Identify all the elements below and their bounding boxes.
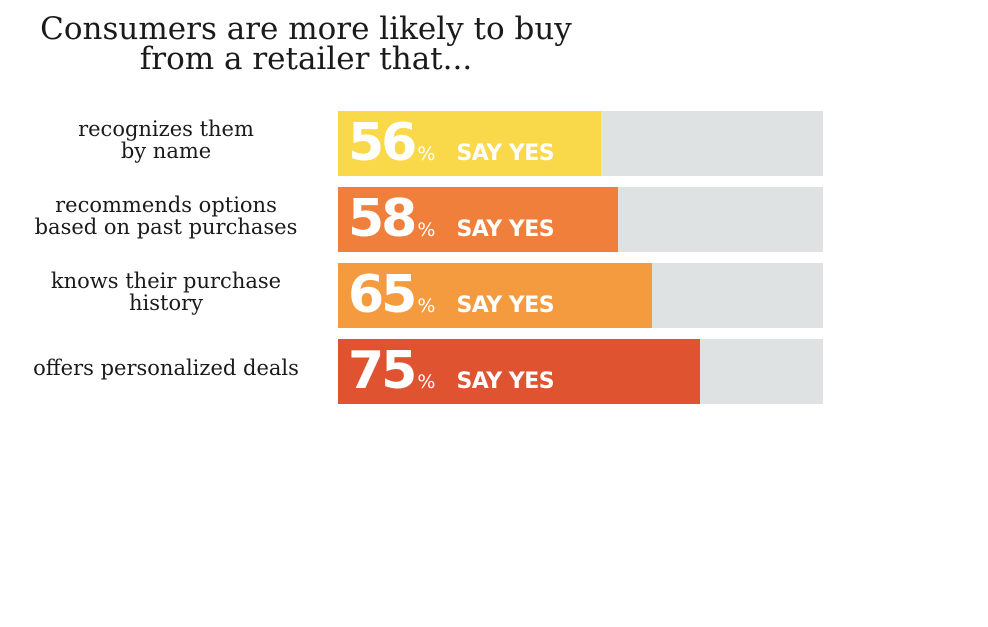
category-label-line: recommends options bbox=[55, 192, 277, 217]
bar-say-yes-label: SAY YES bbox=[456, 141, 555, 166]
bar-track: 65% SAY YES bbox=[338, 263, 823, 328]
bar bbox=[338, 263, 652, 328]
bar-track: 56% SAY YES bbox=[338, 111, 823, 176]
bar bbox=[338, 187, 618, 252]
bar-value-label: 58% SAY YES bbox=[348, 187, 555, 252]
bar-value-percent-sign: % bbox=[417, 371, 436, 393]
chart-title-line-2: from a retailer that... bbox=[139, 41, 473, 77]
chart-title: Consumers are more likely to buy from a … bbox=[8, 11, 604, 77]
bar-value-label: 75% SAY YES bbox=[348, 339, 555, 404]
category-label: offers personalized deals bbox=[0, 357, 332, 379]
bar-say-yes-label: SAY YES bbox=[456, 217, 555, 242]
category-label-line: offers personalized deals bbox=[33, 355, 299, 380]
category-label: recommends options based on past purchase… bbox=[0, 194, 332, 238]
bar bbox=[338, 339, 700, 404]
category-label-line: history bbox=[128, 290, 203, 315]
bar-value-percent-sign: % bbox=[417, 143, 436, 165]
category-label: recognizes them by name bbox=[0, 118, 332, 162]
category-label-line: by name bbox=[120, 138, 212, 163]
bar-value-percent-sign: % bbox=[417, 295, 436, 317]
bar-say-yes-label: SAY YES bbox=[456, 293, 555, 318]
bar-value-number: 56 bbox=[348, 113, 417, 173]
bar-value-percent-sign: % bbox=[417, 219, 436, 241]
category-label-line: based on past purchases bbox=[34, 214, 298, 239]
category-label-line: knows their purchase bbox=[50, 268, 282, 293]
bar-value-number: 58 bbox=[348, 189, 417, 249]
category-label: knows their purchase history bbox=[0, 270, 332, 314]
bar-value-label: 65% SAY YES bbox=[348, 263, 555, 328]
bar-say-yes-label: SAY YES bbox=[456, 369, 555, 394]
bar-track: 75% SAY YES bbox=[338, 339, 823, 404]
bar-track: 58% SAY YES bbox=[338, 187, 823, 252]
bar-value-number: 65 bbox=[348, 265, 417, 325]
bar-value-number: 75 bbox=[348, 341, 417, 401]
bar bbox=[338, 111, 601, 176]
category-label-line: recognizes them bbox=[78, 116, 254, 141]
chart-title-line-1: Consumers are more likely to buy bbox=[40, 11, 572, 47]
bar-value-label: 56% SAY YES bbox=[348, 111, 555, 176]
